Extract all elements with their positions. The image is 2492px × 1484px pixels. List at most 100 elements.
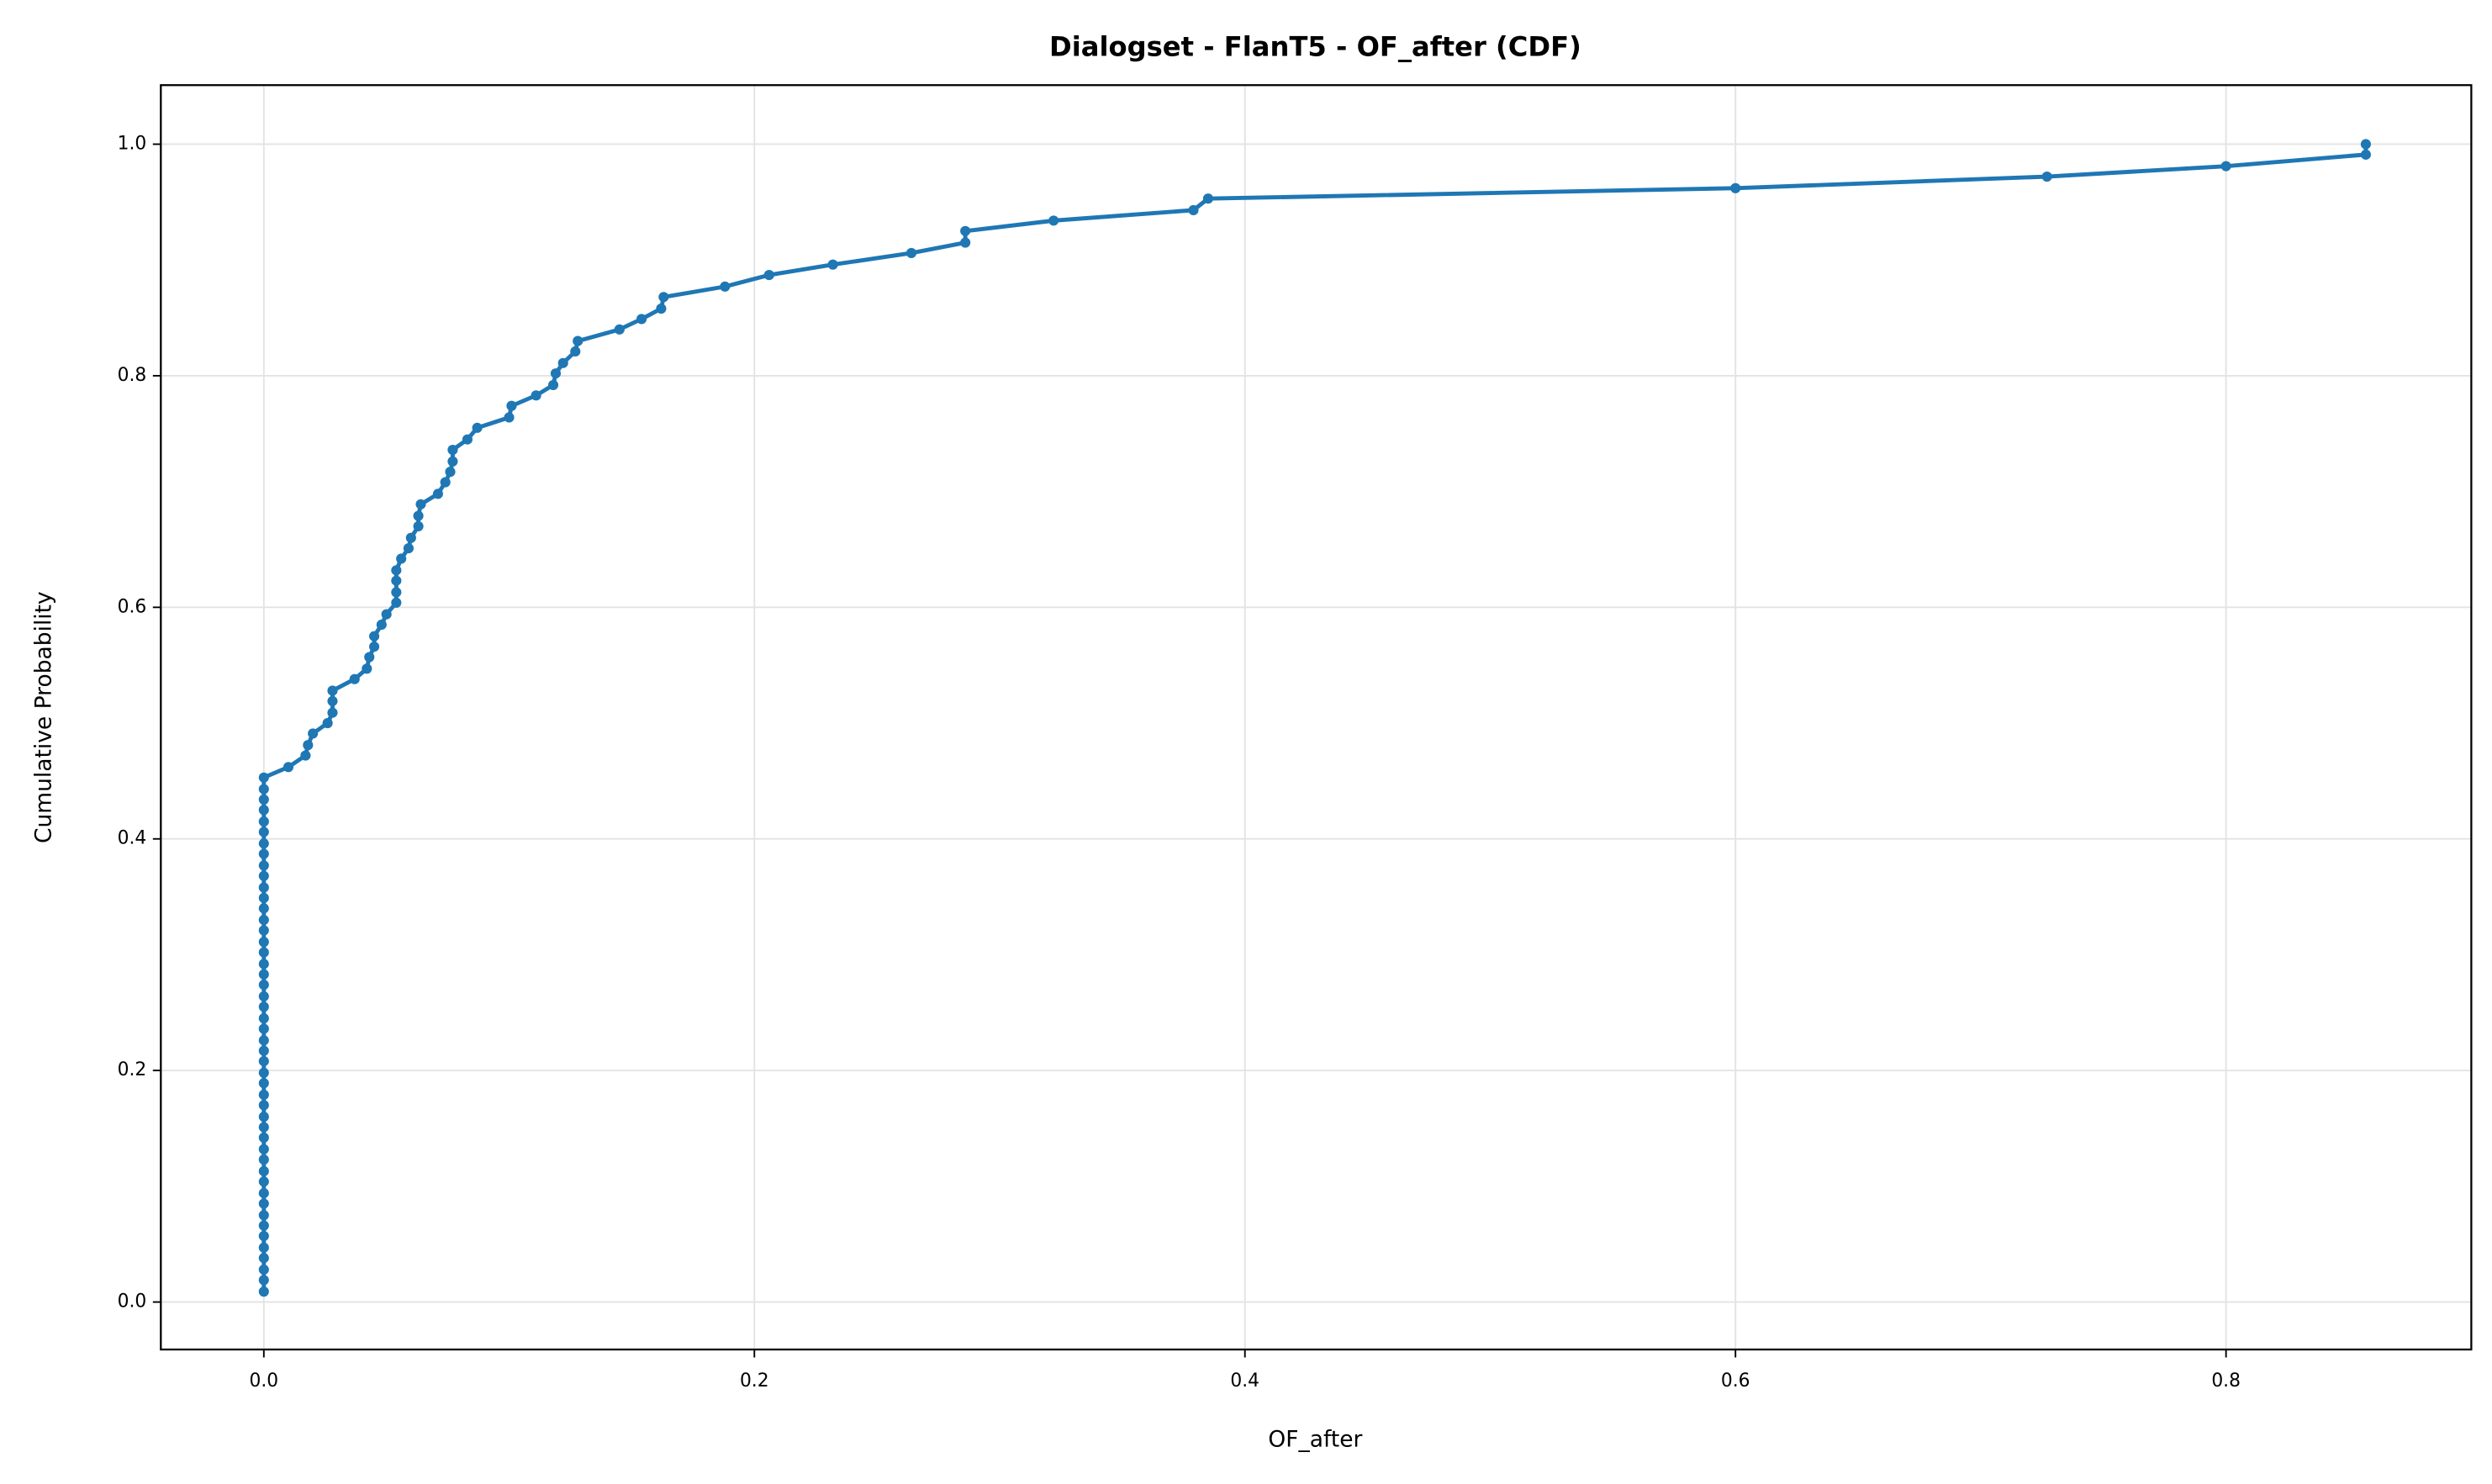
data-point [258,1242,269,1253]
data-point [405,532,416,543]
data-point [362,663,372,674]
y-tick-label: 0.4 [118,828,147,849]
y-axis-label: Cumulative Probability [31,591,57,843]
data-point [445,467,456,478]
data-point [258,1275,269,1286]
x-tick-label: 0.8 [2211,1370,2241,1392]
data-point [531,390,541,401]
data-point [258,1132,269,1143]
y-tick-label: 0.0 [118,1291,147,1312]
data-point [258,969,269,980]
data-point [258,903,269,914]
data-point [547,379,559,390]
data-point [258,1078,269,1089]
data-point [636,314,647,325]
data-point [364,652,375,663]
data-point [391,587,402,598]
data-point [2220,161,2231,172]
data-point [258,1045,269,1056]
data-point [391,565,402,576]
data-point [614,324,625,335]
data-point [327,695,338,706]
data-point [258,1154,269,1165]
data-point [258,1264,269,1275]
data-point [258,838,269,849]
data-point [258,1013,269,1024]
data-point [506,400,517,411]
data-point [258,1100,269,1111]
data-point [258,1253,269,1264]
data-point [447,444,458,456]
data-point [258,1056,269,1067]
data-point [258,794,269,805]
data-point [258,915,269,926]
data-point [369,631,380,642]
data-point [258,1023,269,1034]
data-point [258,1198,269,1209]
data-point [308,728,319,739]
x-axis-label: OF_after [1268,1426,1362,1452]
data-point [656,303,667,314]
data-point [258,826,269,837]
data-point [258,882,269,893]
data-point [447,456,458,467]
data-point [300,750,311,761]
data-point [258,1220,269,1231]
y-tick-label: 0.6 [118,596,147,617]
data-point [258,1090,269,1101]
data-point [557,357,568,368]
data-point [960,225,971,236]
data-point [258,1112,269,1122]
data-point [391,597,402,608]
data-point [396,553,407,564]
data-point [258,990,269,1002]
data-point [2360,149,2371,160]
data-point [905,247,917,258]
data-point [258,772,269,783]
data-point [258,1188,269,1199]
data-point [403,543,414,554]
data-point [763,270,774,281]
data-point [1202,193,1214,204]
data-point [2360,139,2371,150]
data-point [258,848,269,859]
data-point [391,575,402,586]
data-point [258,1210,269,1221]
x-tick-label: 0.6 [1721,1370,1750,1392]
data-point [258,1122,269,1133]
data-point [415,499,426,510]
data-point [258,1286,269,1297]
data-point [573,335,583,346]
data-point [440,477,451,488]
data-point [550,368,562,379]
data-point [462,434,473,445]
data-point [570,346,581,357]
x-tick-label: 0.0 [250,1370,279,1392]
data-point [258,1143,269,1154]
data-point [472,422,483,433]
data-point [322,717,333,729]
data-point [327,707,338,718]
data-point [258,1001,269,1012]
data-point [1730,182,1741,193]
data-point [381,609,392,620]
data-point [258,959,269,969]
data-point [303,740,314,751]
data-point [258,1067,269,1078]
data-point [258,805,269,816]
x-tick-label: 0.2 [740,1370,769,1392]
data-point [282,762,294,773]
data-point [720,281,731,292]
data-point [369,642,380,652]
data-point [258,784,269,795]
cdf-line [261,144,2368,1292]
data-point [827,259,838,270]
data-point [258,870,269,881]
data-point [413,520,424,531]
data-point [376,619,387,631]
data-point [258,937,269,948]
data-point [658,292,669,303]
data-point [504,412,515,423]
